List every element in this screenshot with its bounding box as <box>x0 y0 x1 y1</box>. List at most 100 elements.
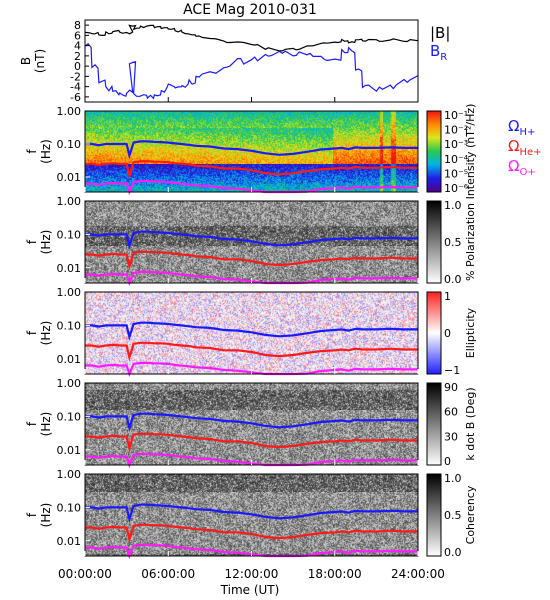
colorbar-tick-label: 0.0 <box>444 546 462 559</box>
colorbar-tick-label: 10⁻⁵ <box>444 167 468 180</box>
colorbar-tick-label: 1 <box>444 290 451 303</box>
legend-entry-sub: H+ <box>519 127 535 138</box>
colorbar-tick-label: 10⁻² <box>444 124 468 137</box>
legend-entry-sub: O+ <box>519 167 535 178</box>
y-tick-label: 0.10 <box>57 228 82 241</box>
y-axis-label-part: f <box>25 421 39 426</box>
colorbar-tick-label: 90 <box>444 381 458 394</box>
gyro-line-h <box>85 412 418 433</box>
plot-area <box>85 20 418 102</box>
colorbar <box>426 473 442 557</box>
gyro-line-h <box>85 230 418 251</box>
series-line-b <box>84 24 419 52</box>
y-tick-label: 0.10 <box>57 138 82 151</box>
colorbar-tick-label: 60 <box>444 406 458 419</box>
y-tick-label: 0.01 <box>57 353 82 366</box>
series-line-br <box>84 42 419 100</box>
y-tick-label: 1.00 <box>57 377 82 390</box>
colorbar-tick-label: 0.5 <box>444 236 462 249</box>
colorbar-label: % Polarization <box>464 203 477 281</box>
colorbar-label: Coherency <box>464 485 477 544</box>
y-tick-label: 4 <box>74 40 81 53</box>
y-axis-label: f(Hz) <box>25 503 53 528</box>
y-tick-label: 0.01 <box>57 444 82 457</box>
legend-entry-label: Ω <box>508 117 519 135</box>
y-axis-label: f(Hz) <box>25 139 53 164</box>
y-tick-label: 8 <box>74 19 81 32</box>
legend-entry-label: B <box>430 42 440 60</box>
y-axis-label-part: (nT) <box>33 49 47 73</box>
legend-entry: ΩO+ <box>508 157 536 178</box>
chart-title: ACE Mag 2010-031 <box>183 2 317 18</box>
gyro-line-h <box>85 140 418 160</box>
x-tick-label: 06:00:00 <box>141 567 195 581</box>
legend-entry: |B| <box>430 24 450 42</box>
y-axis-label-part: f <box>25 239 39 244</box>
legend-entry: ΩH+ <box>508 117 535 138</box>
legend-entry-label: Ω <box>508 157 519 175</box>
colorbar-tick-label: 0.5 <box>444 509 462 522</box>
colorbar <box>426 110 442 193</box>
colorbar-label: k dot B (Deg) <box>464 387 477 460</box>
y-axis-label-part: (Hz) <box>39 321 53 346</box>
legend-entry-label: |B| <box>430 24 450 42</box>
colorbar-tick-label: 0 <box>444 327 451 340</box>
colorbar-tick-label: 10⁻¹ <box>444 109 468 122</box>
colorbar-tick-label: 0.0 <box>444 273 462 286</box>
x-tick-label: 00:00:00 <box>58 567 112 581</box>
y-axis-label-part: (Hz) <box>39 412 53 437</box>
x-axis-label: Time (UT) <box>220 583 280 597</box>
gyro-line-he <box>85 250 418 271</box>
y-tick-label: 1.00 <box>57 468 82 481</box>
colorbar-tick-label: 1.0 <box>444 199 462 212</box>
y-axis-label-part: (Hz) <box>39 503 53 528</box>
colorbar-tick-label: 0 <box>444 455 451 468</box>
panel-4: f(Hz) 1.00 0.10 0.01 1 0 −1 Ellipticity <box>25 286 477 378</box>
panel-3: f(Hz) 1.00 0.10 0.01 1.0 0.5 0.0% Polarization <box>25 195 477 287</box>
x-axis: 00:00:00 06:00:00 12:00:00 18:00:00 24:00:00 <box>58 567 445 581</box>
y-tick-label: 0.01 <box>57 171 82 184</box>
gyro-line-he <box>85 160 418 180</box>
y-tick-label: 0.10 <box>57 501 82 514</box>
y-axis-label-part: f <box>25 512 39 517</box>
gyro-line-h <box>85 321 418 342</box>
colorbar-tick-label: 30 <box>444 430 458 443</box>
gyro-line-o <box>85 361 418 378</box>
gyro-line-o <box>85 543 418 560</box>
colorbar-tick-label: 10⁻⁴ <box>444 153 469 166</box>
y-axis-label: f(Hz) <box>25 230 53 255</box>
y-axis-label-part: (Hz) <box>39 139 53 164</box>
gyro-line-h <box>85 503 418 524</box>
y-tick-label: 1.00 <box>57 105 82 118</box>
gyro-line-he <box>85 341 418 362</box>
y-tick-label: 2 <box>74 50 81 63</box>
legend-entry-sub: R <box>440 52 447 63</box>
colorbar-tick-label: 1.0 <box>444 472 462 485</box>
y-tick-label: 0.01 <box>57 262 82 275</box>
legend-entry: BR <box>430 42 447 63</box>
y-tick-label: 1.00 <box>57 195 82 208</box>
y-axis-label-part: f <box>25 149 39 154</box>
y-tick-label: 0.10 <box>57 410 82 423</box>
legend-entry-sub: He+ <box>519 147 541 158</box>
y-axis-label-part: (Hz) <box>39 230 53 255</box>
legend-entry: ΩHe+ <box>508 137 542 158</box>
x-tick-label: 18:00:00 <box>308 567 362 581</box>
y-tick-label: 0.10 <box>57 319 82 332</box>
y-axis-label-part: f <box>25 330 39 335</box>
panels: B(nT)86420-2-4-6|B|BRf(Hz)1.000.100.0110… <box>19 19 542 560</box>
gyro-line-he <box>85 432 418 453</box>
colorbar-tick-label: 10⁻³ <box>444 138 468 151</box>
y-tick-label: -2 <box>70 70 81 83</box>
y-tick-label: 0 <box>74 60 81 73</box>
y-axis-label: f(Hz) <box>25 321 53 346</box>
y-tick-label: 6 <box>74 29 81 42</box>
y-tick-label: -6 <box>70 91 81 104</box>
panel-2: f(Hz) 1.00 0.10 0.01 10⁻¹ 10⁻²10⁻³ 10⁻⁴10⁻⁵ 10⁻… <box>25 104 542 200</box>
gyro-line-o <box>85 452 418 469</box>
x-tick-label: 12:00:00 <box>225 567 279 581</box>
